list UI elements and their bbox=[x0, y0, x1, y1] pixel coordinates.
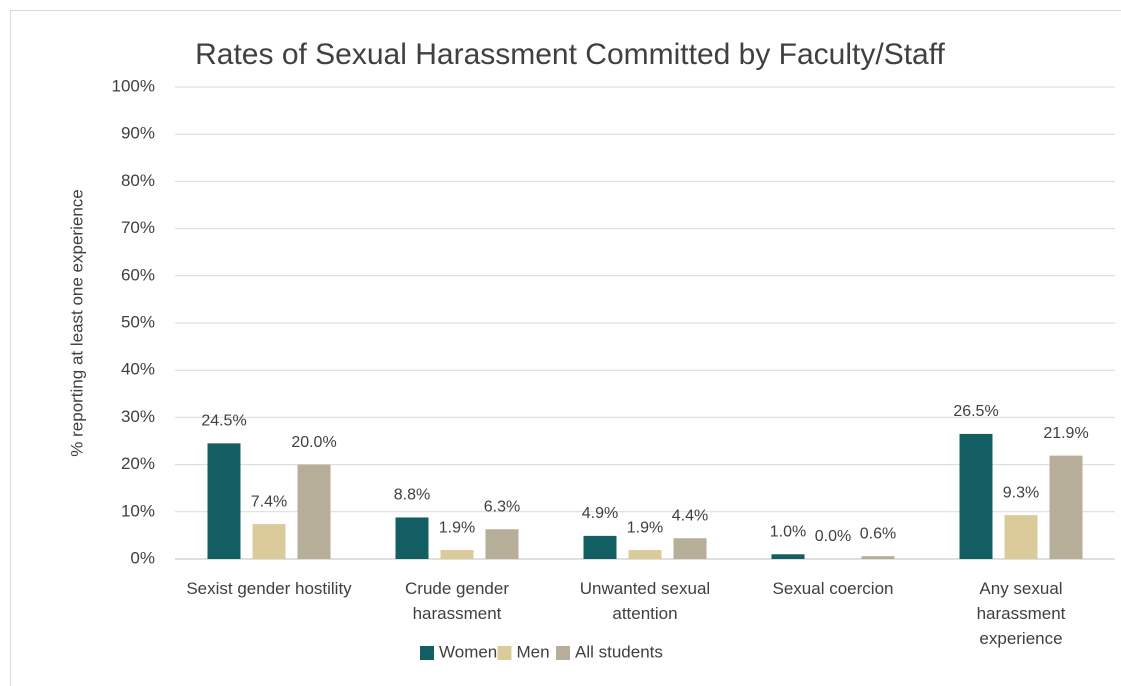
bar bbox=[628, 550, 662, 559]
y-axis-label: % reporting at least one experience bbox=[67, 189, 86, 456]
bar bbox=[485, 529, 519, 559]
bar bbox=[297, 464, 331, 559]
data-label: 1.9% bbox=[627, 519, 663, 536]
bar bbox=[395, 517, 429, 559]
bar bbox=[583, 535, 617, 559]
x-tick-label: Sexist gender hostility bbox=[186, 579, 352, 598]
y-tick-label: 90% bbox=[121, 124, 155, 143]
legend-swatch bbox=[556, 646, 570, 660]
y-tick-label: 70% bbox=[121, 218, 155, 237]
bar bbox=[861, 556, 895, 559]
legend-swatch bbox=[497, 646, 512, 660]
legend-label: Men bbox=[517, 642, 550, 661]
chart-title: Rates of Sexual Harassment Committed by … bbox=[195, 38, 945, 71]
y-tick-label: 30% bbox=[121, 407, 155, 426]
data-label: 6.3% bbox=[484, 498, 520, 515]
x-tick-label: Unwanted sexual attention bbox=[579, 579, 711, 623]
legend-label: Women bbox=[439, 642, 497, 661]
x-tick-label: Crude gender harassment bbox=[405, 579, 509, 623]
y-tick-label: 20% bbox=[121, 454, 155, 473]
data-label: 21.9% bbox=[1043, 425, 1088, 442]
y-tick-label: 40% bbox=[121, 360, 155, 379]
bar bbox=[959, 433, 993, 559]
data-label: 0.0% bbox=[815, 528, 851, 545]
y-tick-label: 100% bbox=[112, 76, 155, 95]
bar bbox=[1004, 515, 1038, 559]
y-tick-label: 60% bbox=[121, 265, 155, 284]
data-label: 9.3% bbox=[1003, 484, 1039, 501]
y-tick-label: 50% bbox=[121, 312, 155, 331]
data-label: 20.0% bbox=[291, 434, 336, 451]
y-tick-label: 0% bbox=[130, 548, 155, 567]
bar bbox=[207, 443, 241, 559]
data-label: 7.4% bbox=[251, 493, 287, 510]
data-label: 24.5% bbox=[201, 413, 246, 430]
data-label: 8.8% bbox=[394, 487, 430, 504]
bar bbox=[771, 554, 805, 559]
data-label: 4.9% bbox=[582, 505, 618, 522]
bar bbox=[673, 538, 707, 559]
y-tick-label: 80% bbox=[121, 171, 155, 190]
x-tick-label: Any sexual harassment experience bbox=[976, 579, 1066, 648]
legend-swatch bbox=[420, 646, 434, 660]
bar bbox=[1049, 455, 1083, 559]
legend-label: All students bbox=[575, 642, 663, 661]
y-tick-label: 10% bbox=[121, 501, 155, 520]
data-label: 4.4% bbox=[672, 507, 708, 524]
data-label: 0.6% bbox=[860, 525, 896, 542]
chart-border bbox=[10, 10, 1121, 686]
data-label: 1.9% bbox=[439, 519, 475, 536]
bar bbox=[252, 524, 286, 559]
bar bbox=[440, 550, 474, 559]
x-tick-label: Sexual coercion bbox=[772, 579, 894, 598]
data-label: 1.0% bbox=[770, 523, 806, 540]
data-label: 26.5% bbox=[953, 403, 998, 420]
